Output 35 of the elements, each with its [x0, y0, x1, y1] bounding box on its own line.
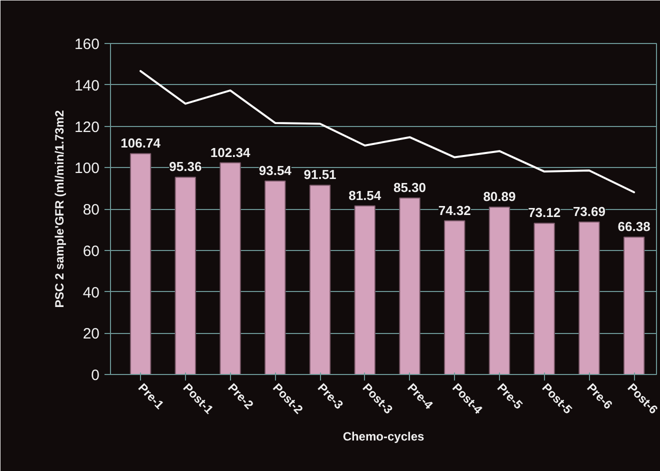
bar — [623, 236, 645, 374]
data-label: 106.74 — [120, 136, 162, 151]
bar — [444, 220, 466, 374]
y-tick-label: 120 — [74, 118, 100, 136]
bar — [174, 176, 196, 374]
data-label: 93.54 — [258, 162, 292, 178]
bar — [220, 162, 241, 374]
bar — [578, 222, 600, 374]
y-tick-label: 80 — [82, 202, 100, 218]
data-label: 74.32 — [438, 202, 471, 218]
data-label: 73.69 — [572, 204, 606, 220]
bar — [354, 205, 376, 374]
data-label: 102.34 — [210, 144, 251, 160]
y-axis-title: PSC 2 sample'GFR (ml/min/1.73m2 — [52, 110, 66, 308]
y-tick-label: 20 — [82, 326, 100, 343]
y-tick-label: 40 — [82, 284, 100, 302]
y-tick-label: 100 — [74, 160, 100, 178]
bar — [534, 222, 555, 374]
data-label: 73.12 — [528, 205, 561, 220]
bar — [399, 198, 420, 374]
bar — [264, 180, 286, 374]
data-label: 81.54 — [348, 188, 382, 203]
bar — [488, 206, 510, 374]
data-label: 85.30 — [393, 180, 426, 196]
y-tick-label: 60 — [82, 242, 100, 260]
bar — [130, 153, 152, 374]
data-label: 80.89 — [483, 189, 516, 204]
data-label: 91.51 — [304, 167, 336, 182]
y-tick-label: 160 — [74, 36, 100, 53]
y-tick-label: 0 — [91, 367, 100, 384]
data-label: 95.36 — [169, 159, 202, 174]
x-axis-title: Chemo-cycles — [342, 430, 425, 444]
data-label: 66.38 — [618, 219, 650, 234]
y-tick-label: 140 — [74, 77, 100, 94]
bar — [309, 184, 331, 374]
